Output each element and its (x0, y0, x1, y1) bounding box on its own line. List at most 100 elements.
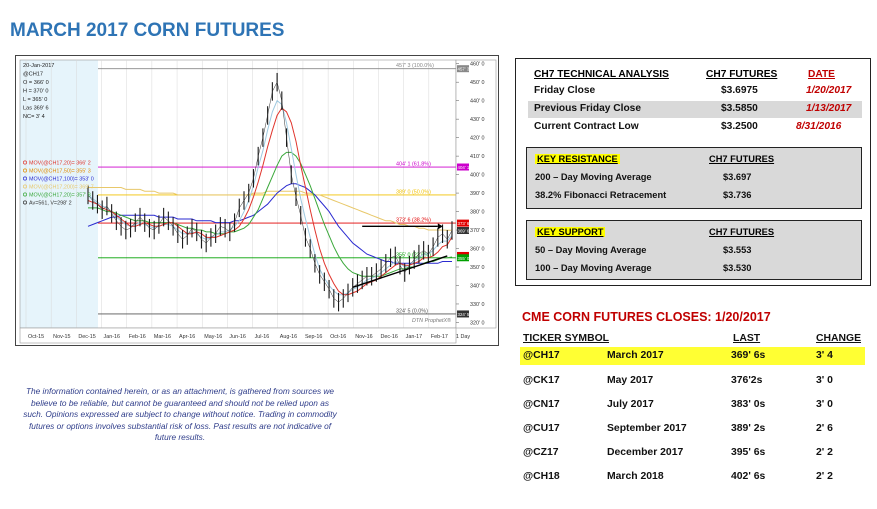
y-tick-label: 400' 0 (470, 173, 485, 179)
closes-ticker: @CZ17 (523, 447, 559, 458)
closes-last: 389' 2s (731, 423, 766, 434)
x-tick-label: May-16 (204, 334, 222, 340)
closes-ticker: @CN17 (523, 399, 560, 410)
chart-header-text: O = 366' 0 (23, 80, 49, 86)
y-tick-label: 350' 0 (470, 265, 485, 271)
x-tick-label: Sep-16 (305, 334, 322, 340)
closes-last: 376'2s (731, 375, 763, 386)
closes-title: CME CORN FUTURES CLOSES: 1/20/2017 (522, 310, 771, 324)
chart-header-text: NC= 3' 4 (23, 114, 45, 120)
tech-header-label: CH7 TECHNICAL ANALYSIS (534, 69, 669, 80)
x-tick-label: Mar-16 (154, 334, 171, 340)
closes-month: December 2017 (607, 447, 684, 458)
x-tick-label: Oct-16 (330, 334, 346, 340)
tech-row-label: Previous Friday Close (534, 103, 642, 114)
closes-header-last: LAST (733, 333, 761, 344)
y-tick-label: 320' 0 (470, 320, 485, 326)
tech-row-label: Current Contract Low (534, 121, 639, 132)
y-tick-label: 430' 0 (470, 117, 485, 123)
x-tick-label: Aug-16 (280, 334, 297, 340)
closes-month: September 2017 (607, 423, 687, 434)
fib-level-label: 389' 0 (50.0%) (396, 189, 431, 195)
x-tick-label: Jul-16 (255, 334, 270, 340)
resistance-row-value: $3.736 (723, 190, 752, 200)
resistance-row-value: $3.697 (723, 172, 752, 182)
chart-svg: 457' 3 (100.0%) 404' 1 (61.8%) 389' 0 (50.… (19, 59, 497, 344)
price-tag-label: 404' 1 (458, 165, 470, 170)
support-row-label: 100 – Day Moving Average (535, 263, 652, 273)
fib-level-label: 404' 1 (61.8%) (396, 162, 431, 168)
price-tag (457, 163, 469, 171)
header-panel (20, 60, 98, 328)
price-chart: 457' 3 (100.0%) 404' 1 (61.8%) 389' 0 (50.… (15, 55, 499, 346)
disclaimer: The information contained herein, or as … (23, 386, 337, 442)
resistance-box: KEY RESISTANCE CH7 FUTURES 200 – Day Mov… (526, 147, 862, 209)
closes-change: 3' 0 (816, 399, 833, 410)
y-tick-label: 440' 0 (470, 99, 485, 105)
chart-header-text: Las 369' 6 (23, 106, 49, 112)
legend-marker (23, 200, 27, 205)
x-tick-label: Feb-17 (431, 334, 448, 340)
ma50-line (88, 151, 453, 277)
resistance-row-label: 200 – Day Moving Average (535, 172, 652, 182)
price-tag (457, 65, 469, 73)
closes-change: 3' 4 (816, 350, 833, 361)
y-axis-panel (455, 59, 497, 329)
ma-light-line (87, 99, 453, 296)
legend-marker (23, 192, 27, 197)
y-tick-label: 370' 0 (470, 228, 485, 234)
y-tick-label: 460' 0 (470, 62, 485, 68)
x-tick-label: Jan-17 (406, 334, 422, 340)
legend-marker (23, 184, 27, 189)
closes-change: 3' 0 (816, 375, 833, 386)
resistance-header: KEY RESISTANCE (535, 154, 620, 164)
y-tick-label: 360' 0 (470, 247, 485, 253)
price-line (87, 81, 453, 303)
tech-row-label: Friday Close (534, 85, 596, 96)
fib-level-label: 457' 3 (100.0%) (396, 63, 434, 69)
tech-row-value: $3.2500 (721, 121, 758, 132)
price-tag (457, 254, 469, 262)
tech-row-value: $3.6975 (721, 85, 758, 96)
support-header: KEY SUPPORT (535, 227, 606, 237)
tech-header-futures: CH7 FUTURES (706, 69, 778, 80)
chart-header-text: 20-Jan-2017 (23, 63, 54, 69)
x-tick-label: Nov-15 (53, 334, 70, 340)
closes-change: 2' 2 (816, 471, 833, 482)
chart-header-text: L = 365' 0 (23, 97, 47, 103)
closes-last: 395' 6s (731, 447, 766, 458)
closes-change: 2' 6 (816, 423, 833, 434)
price-tag-label: 355' 0 (458, 256, 470, 261)
tech-row-date: 1/13/2017 (806, 103, 852, 114)
y-tick-label: 340' 0 (470, 283, 485, 289)
ma200-line (88, 187, 452, 231)
legend-marker (23, 160, 27, 165)
x-tick-label: 1 Day (456, 334, 470, 340)
legend-marker (23, 168, 27, 173)
tech-row-date: 8/31/2016 (796, 121, 842, 132)
y-tick-label: 450' 0 (470, 80, 485, 86)
tech-header-date: DATE (808, 69, 835, 80)
x-tick-label: Oct-15 (28, 334, 44, 340)
legend-label: MOV(@CH17,100)= 353' 0 (29, 177, 94, 183)
fib-level-label: 324' 5 (0.0%) (396, 308, 428, 314)
ma20-line (87, 107, 453, 296)
y-tick-label: 420' 0 (470, 136, 485, 142)
legend-marker (23, 176, 27, 181)
closes-month: March 2018 (607, 471, 664, 482)
support-row-value: $3.553 (723, 245, 752, 255)
support-row-value: $3.530 (723, 263, 752, 273)
support-box: KEY SUPPORT CH7 FUTURES 50 – Day Moving … (526, 220, 862, 280)
technical-analysis-panel: CH7 TECHNICAL ANALYSIS CH7 FUTURES DATE … (515, 58, 871, 286)
closes-ticker: @CK17 (523, 375, 560, 386)
x-tick-label: Apr-16 (179, 334, 195, 340)
price-tag-label: 324' 5 (458, 312, 470, 317)
closes-month: May 2017 (607, 375, 654, 386)
x-tick-label: Nov-16 (355, 334, 372, 340)
price-tag-label: 457' 3 (458, 67, 470, 72)
ma100-line (87, 183, 452, 264)
x-tick-label: Dec-16 (380, 334, 397, 340)
tech-row-value: $3.5850 (721, 103, 758, 114)
support-trendline (352, 255, 448, 289)
fib-level-label: 355' 0 (23.6%) (396, 252, 431, 258)
